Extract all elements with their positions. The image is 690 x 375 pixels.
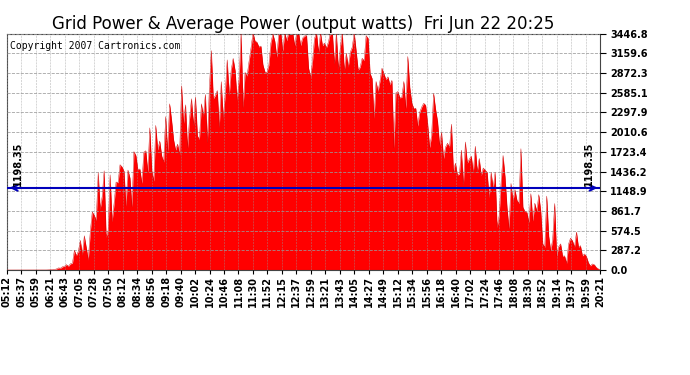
Text: 1198.35: 1198.35	[13, 141, 23, 186]
Text: 1198.35: 1198.35	[584, 141, 594, 186]
Text: Grid Power & Average Power (output watts)  Fri Jun 22 20:25: Grid Power & Average Power (output watts…	[52, 15, 555, 33]
Text: Copyright 2007 Cartronics.com: Copyright 2007 Cartronics.com	[10, 41, 180, 51]
